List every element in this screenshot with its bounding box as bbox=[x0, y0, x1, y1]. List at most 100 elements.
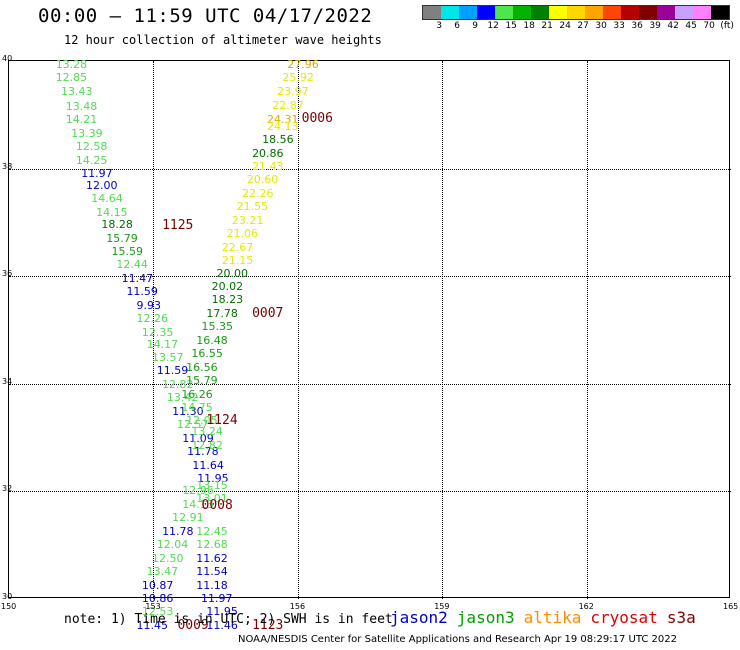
credit-line: NOAA/NESDIS Center for Satellite Applica… bbox=[238, 634, 677, 645]
legend-swatch bbox=[459, 6, 477, 19]
legend-swatch bbox=[603, 6, 621, 19]
longitude-tick-label: 162 bbox=[578, 602, 594, 611]
wave-height-value: 14.17 bbox=[146, 337, 179, 351]
longitude-tick-label: 165 bbox=[723, 602, 739, 611]
meridian-gridline bbox=[442, 61, 444, 599]
wave-height-value: 24.13 bbox=[266, 119, 299, 133]
wave-height-value: 11.47 bbox=[121, 271, 154, 285]
wave-height-value: 13.48 bbox=[65, 99, 98, 113]
pass-time-label: 0006 bbox=[301, 110, 333, 126]
wave-height-value: 12.53 bbox=[141, 605, 174, 619]
latitude-tick-label: 32 bbox=[2, 484, 13, 494]
wave-height-value: 12.57 bbox=[176, 418, 209, 432]
meridian-gridline bbox=[586, 61, 588, 599]
wave-height-value: 11.54 bbox=[196, 565, 228, 579]
satellite-legend: jason2 jason3 altika cryosat s3a bbox=[390, 608, 705, 627]
wave-height-value: 10.86 bbox=[141, 592, 174, 605]
legend-swatch bbox=[513, 6, 531, 19]
parallel-gridline bbox=[9, 168, 731, 170]
legend-tick-label: 42 bbox=[667, 21, 679, 31]
wave-height-value: 11.97 bbox=[201, 592, 233, 605]
wave-height-value: 14.15 bbox=[96, 205, 128, 219]
latitude-tick-label: 36 bbox=[2, 269, 13, 279]
wave-height-value: 14.21 bbox=[65, 113, 98, 127]
wave-height-value: 12.82 bbox=[191, 438, 223, 452]
wave-height-value: 17.78 bbox=[206, 306, 238, 320]
legend-tick-label: 3 bbox=[436, 21, 442, 31]
pass-time-label: 0009 bbox=[177, 617, 209, 633]
wave-height-value: 11.46 bbox=[206, 618, 238, 632]
legend-swatch bbox=[639, 6, 657, 19]
latitude-tick-label: 38 bbox=[2, 161, 13, 171]
wave-height-value: 21.15 bbox=[221, 254, 254, 268]
legend-swatch bbox=[441, 6, 459, 19]
legend-tick-label: (ft) bbox=[720, 21, 734, 31]
wave-height-value: 11.64 bbox=[192, 458, 224, 472]
wave-height-value: 9.93 bbox=[136, 298, 162, 312]
legend-tick-label: 18 bbox=[523, 21, 535, 31]
legend-tick-label: 70 bbox=[703, 21, 715, 31]
wave-height-value: 13.15 bbox=[196, 479, 228, 493]
wave-height-legend-ticks: 3 6 9 12 15 18 21 24 27 30 33 36 39 42 45 70 (ft) bbox=[422, 21, 738, 33]
legend-swatch bbox=[693, 6, 711, 19]
wave-height-value: 12.85 bbox=[55, 71, 88, 85]
wave-height-value: 16.56 bbox=[186, 360, 218, 374]
legend-swatch bbox=[549, 6, 567, 19]
wave-height-value: 16.55 bbox=[191, 347, 223, 361]
wave-height-value: 23.21 bbox=[231, 213, 264, 227]
wave-height-value: 11.95 bbox=[197, 472, 229, 486]
wave-height-value: 11.18 bbox=[196, 578, 228, 592]
latitude-tick-label: 40 bbox=[2, 54, 13, 63]
map-subtitle: 12 hour collection of altimeter wave hei… bbox=[64, 33, 382, 47]
wave-height-value: 11.09 bbox=[182, 431, 214, 445]
wave-height-value: 12.82 bbox=[162, 377, 194, 391]
wave-height-value: 12.44 bbox=[116, 258, 148, 272]
wave-height-value: 22.26 bbox=[241, 186, 274, 200]
wave-height-value: 22.67 bbox=[221, 240, 254, 254]
legend-tick-label: 36 bbox=[631, 21, 643, 31]
wave-height-value: 13.42 bbox=[166, 391, 199, 405]
wave-height-value: 20.60 bbox=[246, 173, 279, 187]
legend-tick-label: 45 bbox=[685, 21, 697, 31]
wave-height-value: 13.24 bbox=[191, 425, 223, 439]
legend-swatch bbox=[675, 6, 693, 19]
meridian-gridline bbox=[153, 61, 155, 599]
map-area[interactable]: 13.28 12.85 13.43 13.48 14.21 13.39 12.58 14.25… bbox=[8, 57, 731, 632]
satellite-legend-item: cryosat bbox=[590, 608, 658, 627]
wave-height-value: 12.58 bbox=[75, 140, 108, 154]
legend-swatch bbox=[657, 6, 675, 19]
legend-tick-label: 39 bbox=[649, 21, 661, 31]
wave-height-value: 23.97 bbox=[277, 85, 309, 99]
wave-height-value: 15.79 bbox=[186, 374, 218, 388]
wave-height-value: 14.25 bbox=[75, 153, 108, 167]
wave-height-value: 12.50 bbox=[151, 551, 184, 565]
legend-tick-label: 24 bbox=[559, 21, 571, 31]
wave-height-value: 11.30 bbox=[172, 404, 204, 418]
longitude-tick-label: 153 bbox=[145, 602, 161, 611]
legend-swatch bbox=[477, 6, 495, 19]
parallel-gridline bbox=[9, 383, 731, 385]
wave-height-value: 21.06 bbox=[226, 227, 259, 241]
wave-height-value: 12.91 bbox=[172, 511, 204, 525]
meridian-gridline bbox=[297, 61, 299, 599]
wave-height-value: 12.68 bbox=[196, 538, 228, 552]
legend-swatch bbox=[621, 6, 639, 19]
wave-height-value: 14.75 bbox=[181, 401, 213, 414]
latitude-tick-label: 30 bbox=[2, 592, 13, 601]
legend-tick-label: 33 bbox=[613, 21, 625, 31]
pass-time-label: 1125 bbox=[162, 218, 194, 234]
legend-swatch bbox=[531, 6, 549, 19]
longitude-tick-label: 150 bbox=[1, 602, 17, 611]
wave-height-value: 18.23 bbox=[211, 293, 244, 307]
wave-height-value: 12.45 bbox=[196, 524, 228, 538]
wave-height-value: 12.96 bbox=[182, 484, 214, 498]
satellite-legend-item: s3a bbox=[666, 608, 696, 627]
wave-height-value: 11.78 bbox=[162, 524, 194, 538]
wave-height-value: 15.59 bbox=[111, 244, 144, 258]
wave-height-value: 11.59 bbox=[126, 285, 158, 299]
wave-height-color-legend bbox=[422, 5, 730, 20]
wave-height-value: 13.28 bbox=[55, 57, 88, 71]
legend-tick-label: 9 bbox=[472, 21, 478, 31]
legend-tick-label: 30 bbox=[595, 21, 607, 31]
wave-height-value: 16.26 bbox=[181, 387, 213, 401]
